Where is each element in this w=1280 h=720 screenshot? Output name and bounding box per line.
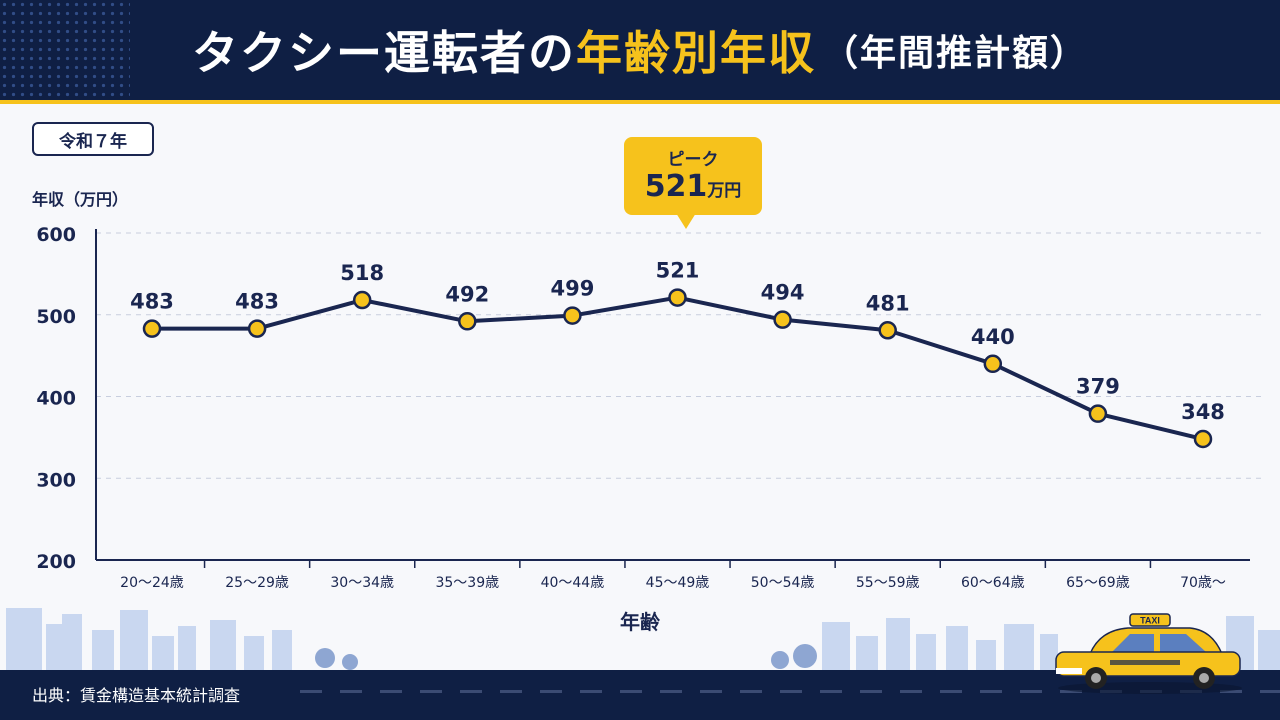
data-label: 483 <box>235 290 279 314</box>
data-label: 379 <box>1076 375 1120 399</box>
road-marking-decoration <box>300 690 1280 693</box>
data-point <box>458 312 477 331</box>
peak-label: ピーク <box>667 150 719 170</box>
y-axis-label: 年収（万円） <box>32 190 129 209</box>
data-label: 481 <box>866 291 910 315</box>
data-point <box>247 319 267 338</box>
data-point <box>1088 404 1108 423</box>
city-skyline-decoration <box>6 608 1280 670</box>
peak-value: 521 <box>644 169 708 204</box>
x-tick-label: 45～49歳 <box>646 575 710 591</box>
data-label: 492 <box>445 282 489 306</box>
title-sub: （年間推計額） <box>821 33 1088 74</box>
x-tick-label: 30～34歳 <box>330 575 394 591</box>
title-main: タクシー運転者の <box>191 26 576 80</box>
series-line <box>152 295 1204 441</box>
peak-callout: ピーク 521万円 <box>624 137 762 229</box>
x-tick-label: 55～59歳 <box>856 575 920 591</box>
header-bar: タクシー運転者の 年齢別年収 （年間推計額） <box>0 0 1280 104</box>
year-badge: 令和７年 <box>32 122 154 156</box>
data-label: 518 <box>340 261 384 285</box>
data-point <box>773 310 792 329</box>
y-tick-label: 600 <box>36 224 76 246</box>
title-highlight: 年齢別年収 <box>575 26 816 80</box>
x-tick-label: 20～24歳 <box>120 575 184 591</box>
data-label: 483 <box>130 290 174 314</box>
x-tick-label: 40～44歳 <box>541 575 605 591</box>
page-title: タクシー運転者の 年齢別年収 （年間推計額） <box>0 0 1280 100</box>
x-tick-label: 65～69歳 <box>1066 575 1130 591</box>
taxi-sign-text: TAXI <box>1140 616 1160 626</box>
y-tick-label: 500 <box>36 306 76 328</box>
footer-bar <box>0 670 1280 720</box>
y-tick-label: 400 <box>36 388 76 410</box>
peak-unit: 万円 <box>707 181 742 201</box>
source-note: 出典：賃金構造基本統計調査 <box>32 686 241 705</box>
data-point <box>983 354 1003 374</box>
data-point <box>878 321 897 340</box>
x-tick-label: 60～64歳 <box>961 575 1025 591</box>
data-point <box>563 306 582 325</box>
taxi-icon: TAXI <box>1055 613 1242 694</box>
data-label: 440 <box>971 325 1015 349</box>
data-label: 494 <box>761 281 805 305</box>
dot-pattern-decoration <box>0 0 130 100</box>
x-tick-label: 25～29歳 <box>225 575 289 591</box>
data-label: 521 <box>656 259 700 283</box>
y-tick-label: 300 <box>36 469 76 491</box>
x-tick-label: 70歳～ <box>1180 575 1226 591</box>
data-point <box>352 290 372 310</box>
x-axis-label: 年齢 <box>620 610 660 634</box>
x-tick-label: 35～39歳 <box>435 575 499 591</box>
data-point <box>668 288 687 307</box>
data-point <box>1193 429 1213 449</box>
data-label: 499 <box>550 277 594 301</box>
data-label: 348 <box>1181 400 1225 424</box>
data-point <box>142 319 162 338</box>
x-tick-label: 50～54歳 <box>751 575 815 591</box>
y-tick-label: 200 <box>36 551 76 573</box>
